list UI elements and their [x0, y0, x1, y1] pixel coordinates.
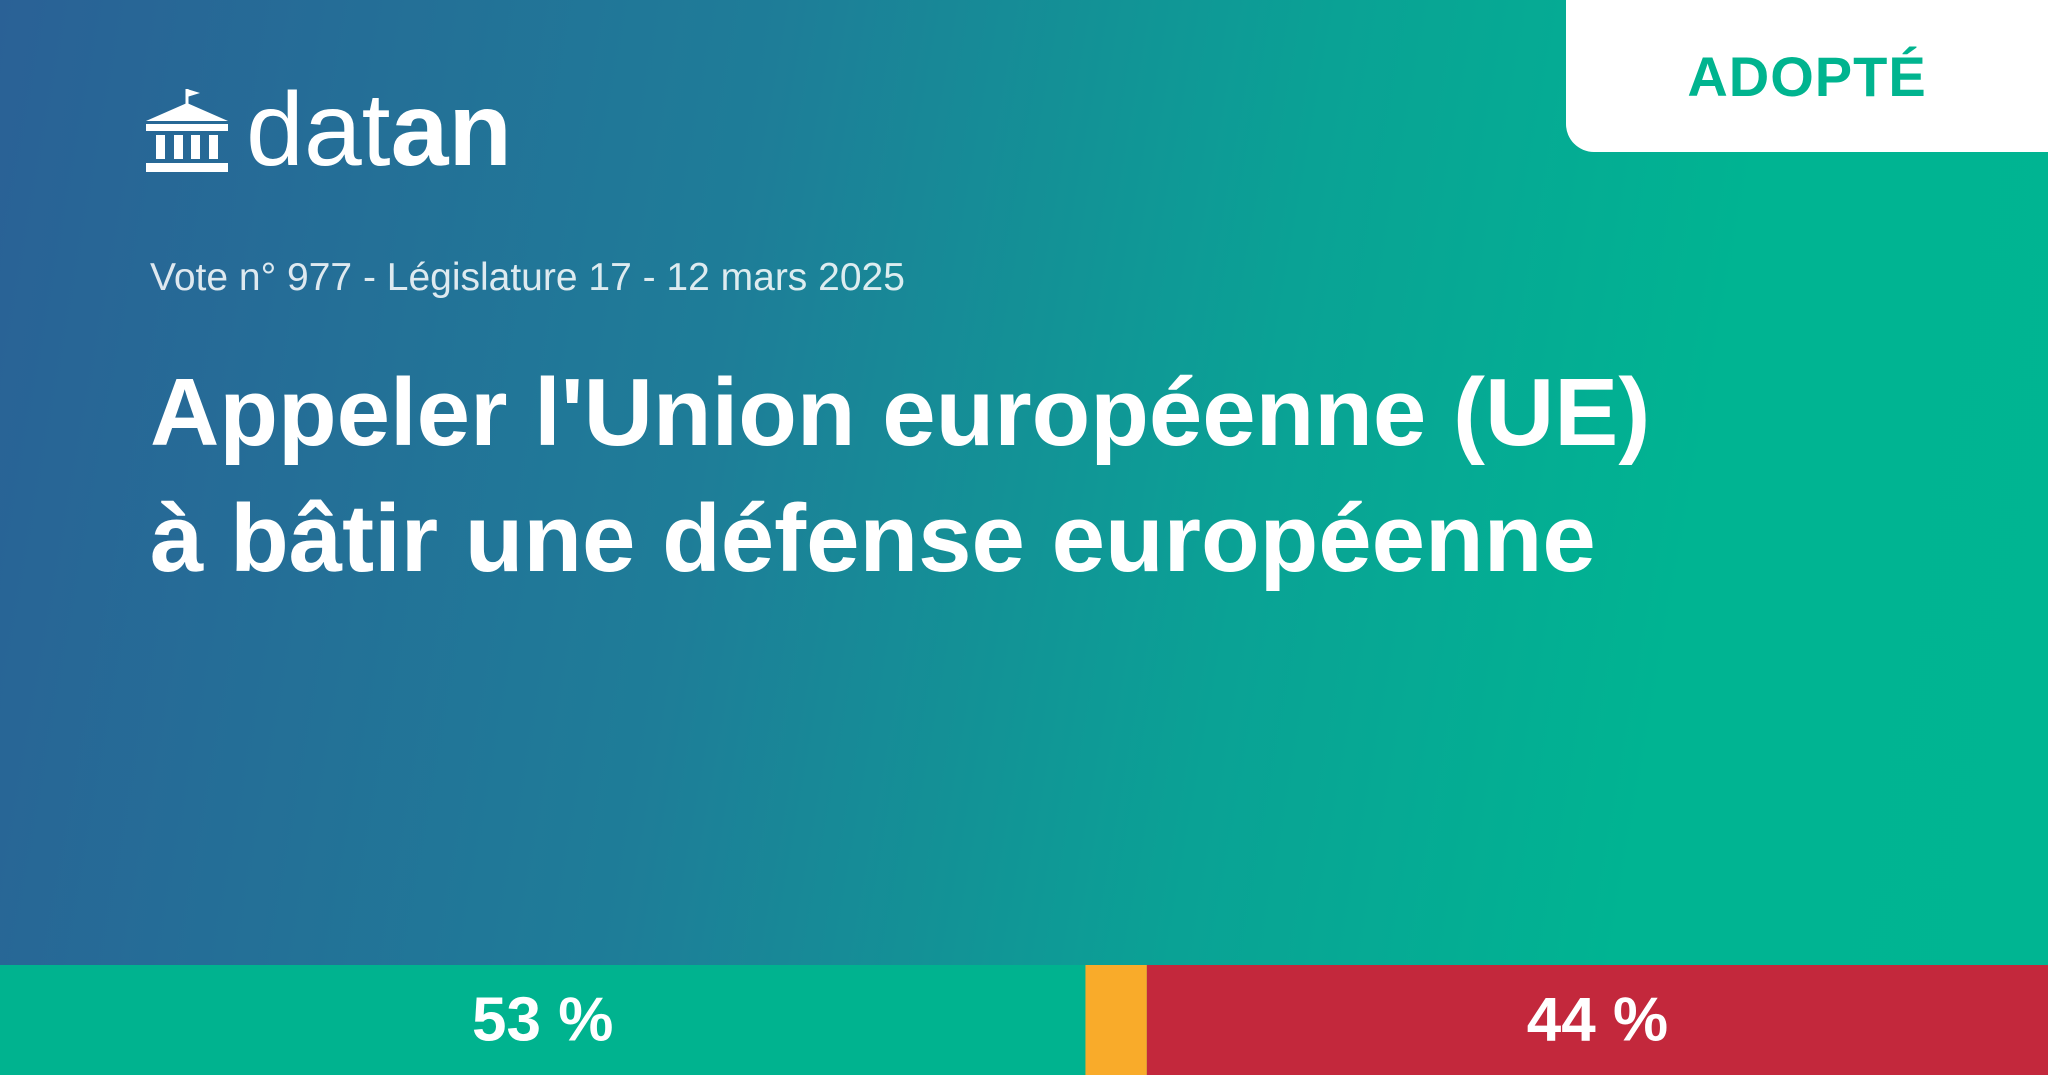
vote-info: Vote n° 977 - Législature 17 - 12 mars 2… [150, 256, 905, 299]
vote-percentage: 44 % [1527, 985, 1668, 1054]
status-text: ADOPTÉ [1687, 44, 1927, 108]
vote-segment [0, 965, 1086, 1075]
logo[interactable]: datan [144, 78, 512, 182]
logo-text: datan [246, 78, 512, 182]
logo-text-bold: an [390, 72, 512, 188]
vote-percentage: 53 % [472, 985, 613, 1054]
logo-icon [146, 89, 228, 172]
vote-segment [1146, 965, 2048, 1075]
vote-title: Appeler l'Union européenne (UE) à bâtir … [150, 359, 1651, 592]
logo-text-light: dat [246, 72, 391, 188]
vote-bar: 53 % 44 % [0, 965, 2048, 1075]
vote-segment [1085, 965, 1147, 1075]
status-badge: ADOPTÉ [1566, 0, 2048, 152]
